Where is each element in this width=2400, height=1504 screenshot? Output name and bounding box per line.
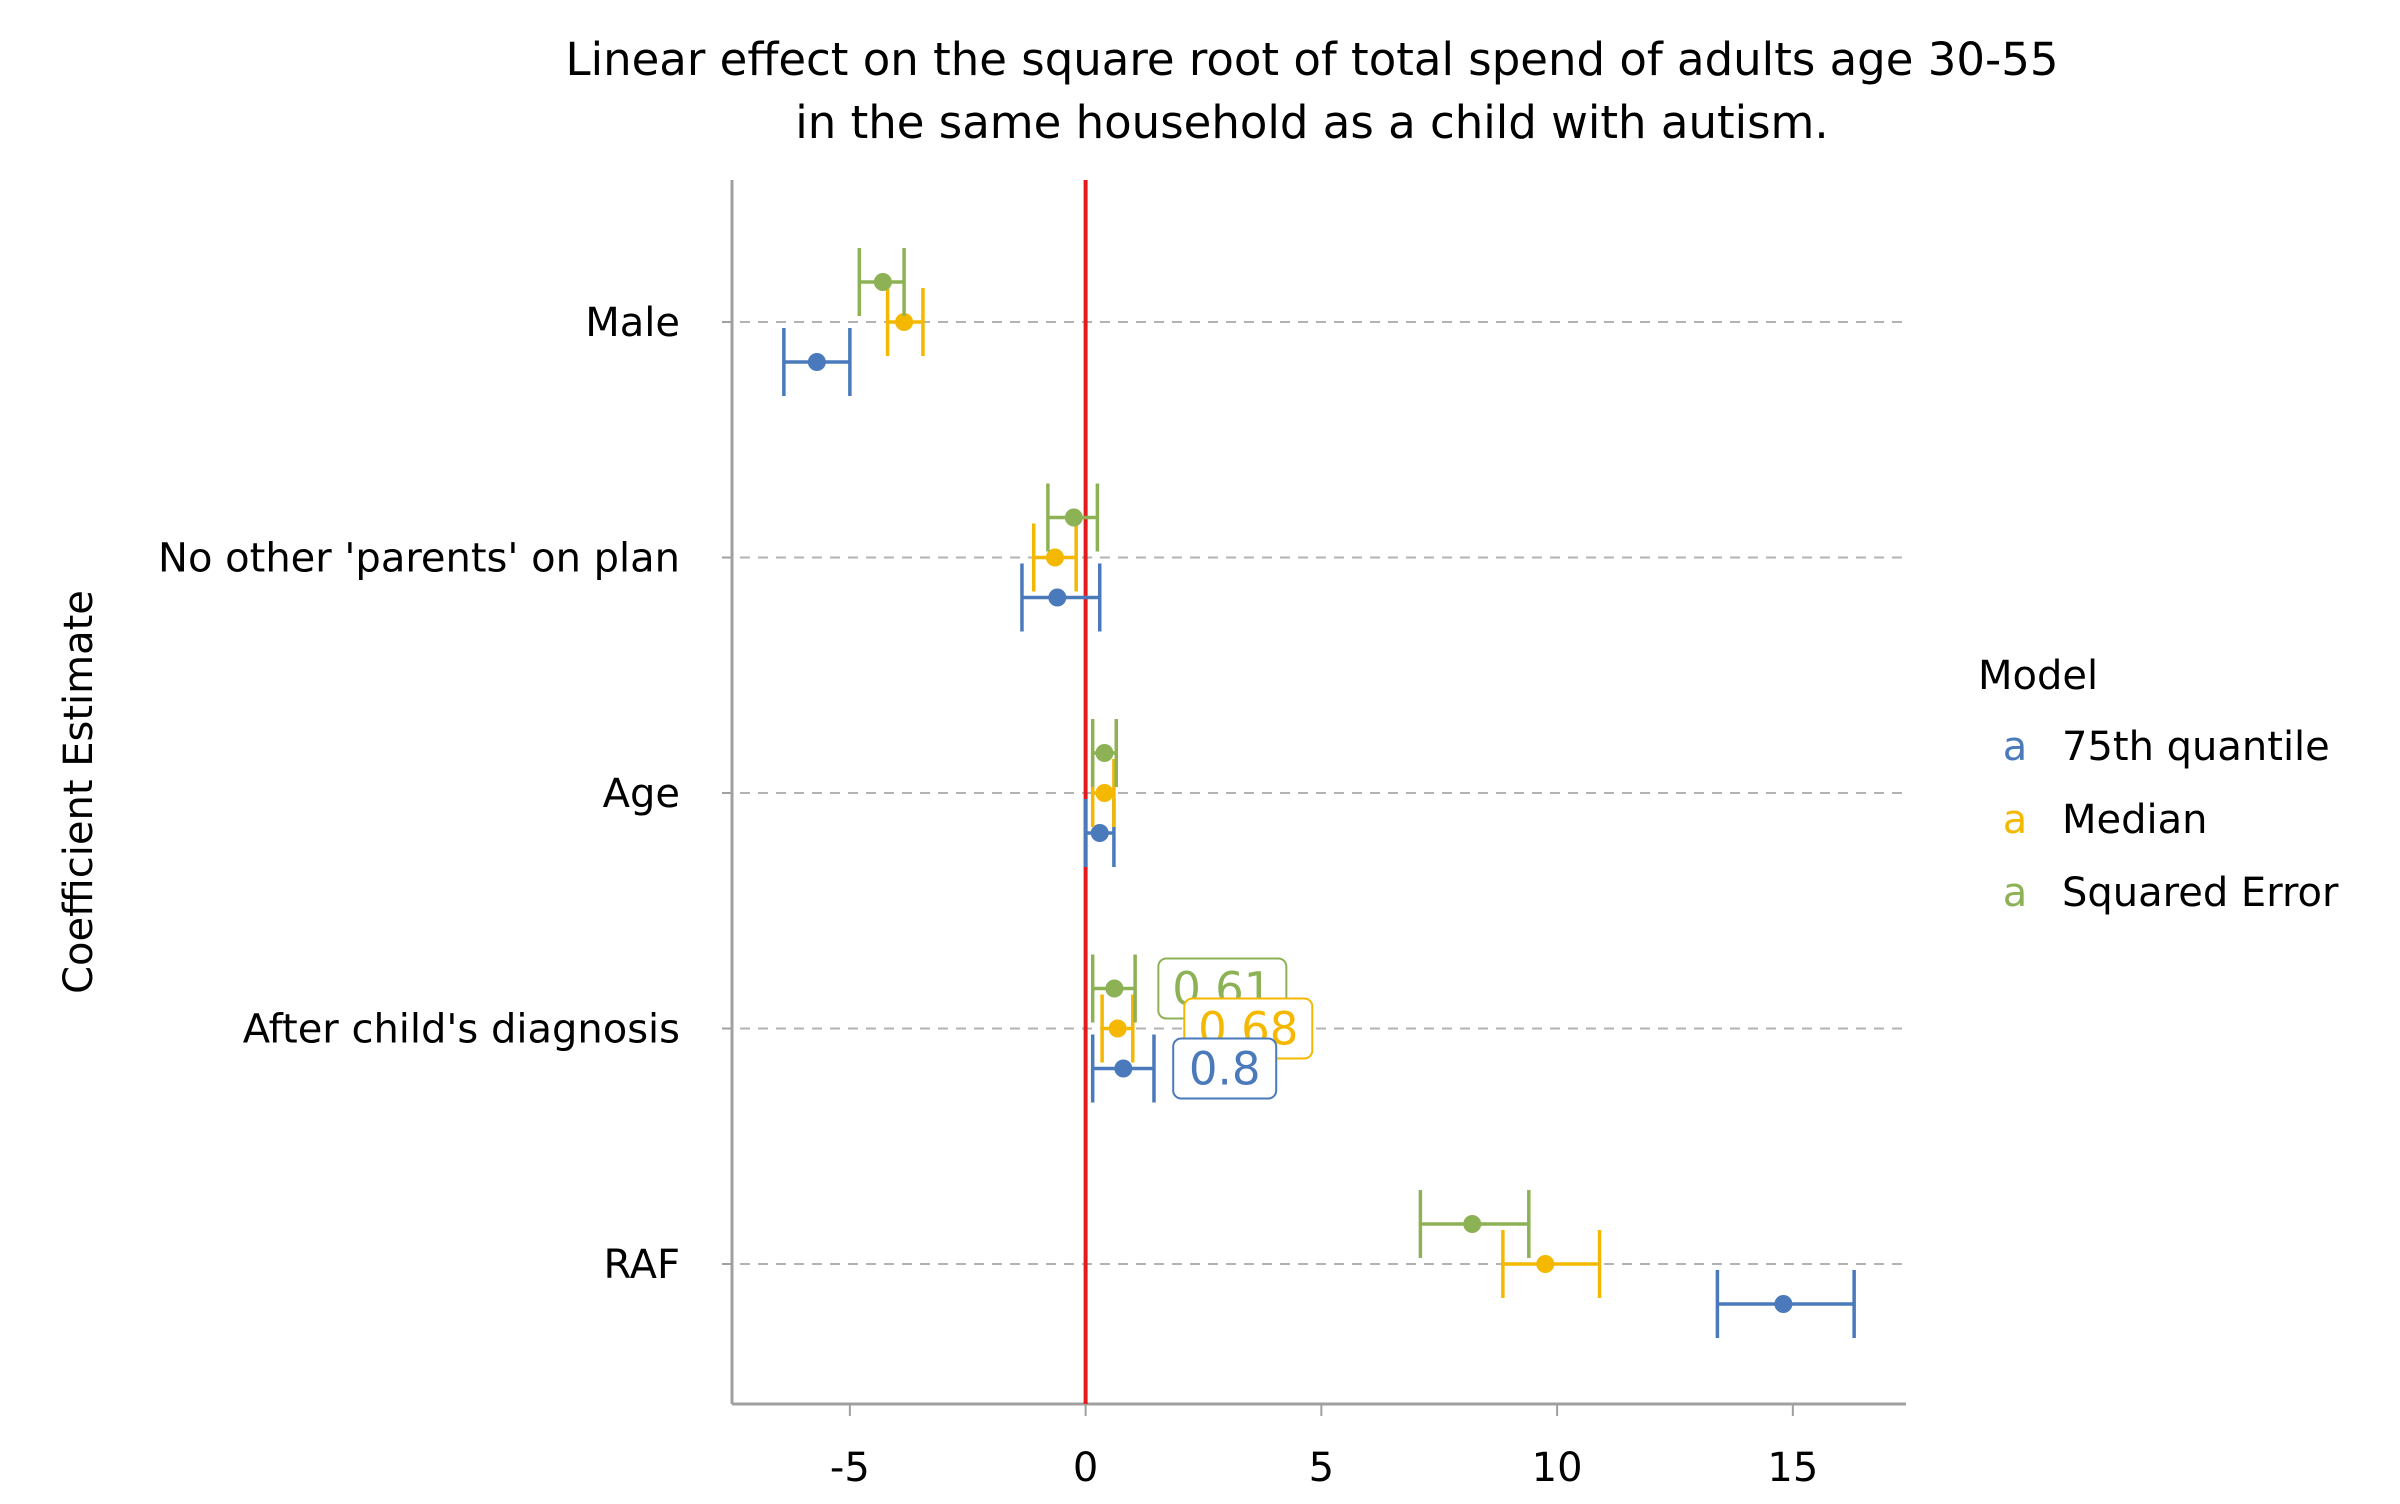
error-bar-group: [1046, 483, 1100, 552]
legend-entry: a Squared Error: [2003, 870, 2339, 916]
error-bar-group: [1418, 1190, 1531, 1258]
grid-lines: [740, 321, 1906, 1265]
error-bar-group: [1090, 719, 1119, 787]
legend-title: Model: [1978, 653, 2098, 699]
legend-glyph: a: [2003, 724, 2028, 770]
error-bar-group: [1100, 994, 1135, 1063]
estimate-point: [1095, 784, 1114, 802]
legend-glyph: a: [2003, 870, 2028, 916]
x-tick-label: -5: [830, 1445, 870, 1491]
estimate-point: [1048, 588, 1067, 607]
error-bar-group: [782, 328, 852, 396]
x-tick-label: 10: [1532, 1445, 1583, 1491]
y-tick-label: After child's diagnosis: [243, 1007, 680, 1053]
chart-title-line-2: in the same household as a child with au…: [795, 96, 1828, 149]
estimate-point: [1108, 1019, 1127, 1038]
estimate-point: [1774, 1295, 1793, 1313]
estimate-point: [1114, 1059, 1133, 1078]
error-bar-group: [1090, 954, 1137, 1023]
estimate-point: [807, 353, 826, 371]
y-axis-label: Coefficient Estimate: [56, 590, 102, 994]
estimate-point: [1045, 548, 1064, 567]
estimate-point: [1105, 979, 1124, 998]
error-bar-group: [885, 288, 925, 356]
y-tick-label: RAF: [603, 1242, 680, 1288]
annotation-text: 0.8: [1189, 1043, 1261, 1096]
error-bar-group: [1032, 523, 1078, 592]
error-bar-group: [1090, 1034, 1156, 1103]
chart-title-line-1: Linear effect on the square root of tota…: [566, 33, 2059, 86]
legend-label: 75th quantile: [2062, 724, 2330, 770]
error-bar-group: [857, 248, 906, 316]
y-tick-label: No other 'parents' on plan: [158, 536, 680, 582]
y-tick-label: Age: [603, 771, 680, 817]
x-tick-label: 5: [1309, 1445, 1334, 1491]
data-marks: [782, 248, 1856, 1338]
estimate-point: [1463, 1215, 1482, 1233]
annotations: 0.610.680.8: [1157, 957, 1314, 1100]
error-bar-group: [1020, 563, 1102, 632]
y-tick-label: Male: [585, 300, 680, 346]
estimate-point: [1090, 824, 1109, 842]
estimate-point: [1536, 1255, 1555, 1273]
error-bar-group: [1501, 1230, 1602, 1298]
x-tick-label: 0: [1073, 1445, 1098, 1491]
error-bar-group: [1715, 1270, 1856, 1338]
estimate-point: [1095, 744, 1114, 762]
x-tick-label: 15: [1767, 1445, 1818, 1491]
annotation-label: 0.8: [1172, 1037, 1278, 1100]
chart-title-group: Linear effect on the square root of tota…: [566, 33, 2059, 149]
error-bar-group: [1090, 759, 1116, 827]
legend-label: Median: [2062, 797, 2208, 843]
legend-entry: a Median: [2003, 797, 2208, 843]
legend-label: Squared Error: [2062, 870, 2339, 916]
estimate-point: [873, 273, 892, 291]
axes: Male No other 'parents' on plan Age After c…: [158, 180, 1906, 1491]
estimate-point: [895, 313, 914, 331]
estimate-point: [1064, 508, 1083, 527]
legend-glyph: a: [2003, 797, 2028, 843]
legend-entry: a 75th quantile: [2003, 724, 2330, 770]
annotation-box: [1172, 1037, 1278, 1100]
error-bar-group: [1083, 799, 1116, 867]
